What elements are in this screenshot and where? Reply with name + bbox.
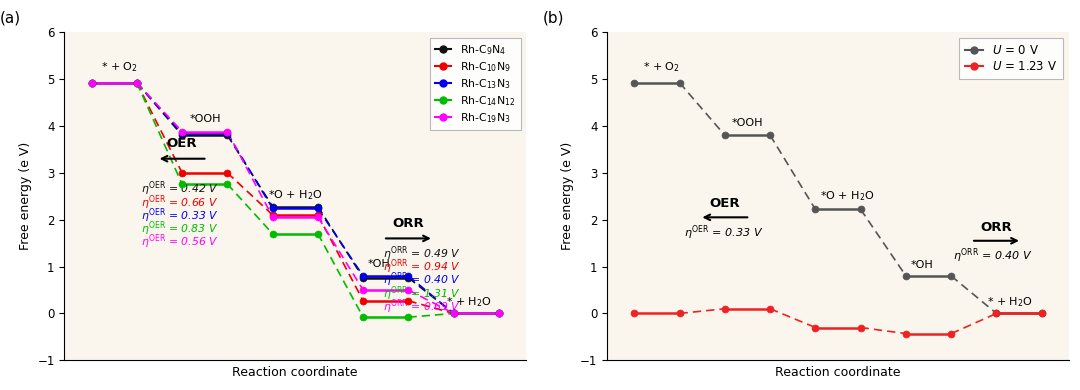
Legend: Rh-C$_9$N$_4$, Rh-C$_{10}$N$_9$, Rh-C$_{13}$N$_3$, Rh-C$_{14}$N$_{12}$, Rh-C$_{1: Rh-C$_9$N$_4$, Rh-C$_{10}$N$_9$, Rh-C$_{… [430, 37, 521, 130]
Text: $\eta^{\mathrm{ORR}}$ = 0.69 V: $\eta^{\mathrm{ORR}}$ = 0.69 V [383, 297, 461, 316]
Text: *OH: *OH [367, 259, 391, 269]
Y-axis label: Free energy (e V): Free energy (e V) [562, 142, 575, 250]
Text: $\eta^{\mathrm{OER}}$ = 0.42 V: $\eta^{\mathrm{OER}}$ = 0.42 V [141, 180, 219, 199]
Text: $\eta^{\mathrm{OER}}$ = 0.56 V: $\eta^{\mathrm{OER}}$ = 0.56 V [141, 232, 219, 251]
Text: * + H$_2$O: * + H$_2$O [987, 295, 1034, 309]
Text: * + O$_2$: * + O$_2$ [100, 60, 137, 74]
Legend: $U$ = 0 V, $U$ = 1.23 V: $U$ = 0 V, $U$ = 1.23 V [959, 38, 1063, 80]
Text: (b): (b) [542, 11, 564, 26]
Text: ORR: ORR [981, 221, 1012, 234]
Text: $\eta^{\mathrm{OER}}$ = 0.83 V: $\eta^{\mathrm{OER}}$ = 0.83 V [141, 219, 218, 238]
Text: *OOH: *OOH [189, 113, 220, 124]
Y-axis label: Free energy (e V): Free energy (e V) [18, 142, 31, 250]
Text: $\eta^{\mathrm{ORR}}$ = 0.49 V: $\eta^{\mathrm{ORR}}$ = 0.49 V [383, 245, 461, 263]
Text: *OH: *OH [910, 260, 933, 270]
Text: * + O$_2$: * + O$_2$ [644, 60, 680, 74]
Text: *O + H$_2$O: *O + H$_2$O [268, 188, 323, 202]
Text: ORR: ORR [392, 217, 424, 230]
Text: *OOH: *OOH [732, 118, 764, 128]
Text: $\eta^{\mathrm{OER}}$ = 0.66 V: $\eta^{\mathrm{OER}}$ = 0.66 V [141, 193, 218, 211]
Text: $\eta^{\mathrm{OER}}$ = 0.33 V: $\eta^{\mathrm{OER}}$ = 0.33 V [141, 206, 219, 225]
Text: (a): (a) [0, 11, 21, 26]
Text: OER: OER [166, 137, 198, 150]
Text: $\eta^{\mathrm{OER}}$ = 0.33 V: $\eta^{\mathrm{OER}}$ = 0.33 V [684, 223, 764, 242]
Text: $\eta^{\mathrm{ORR}}$ = 0.40 V: $\eta^{\mathrm{ORR}}$ = 0.40 V [383, 271, 461, 289]
Text: * + H$_2$O: * + H$_2$O [446, 295, 492, 309]
Text: $\eta^{\mathrm{ORR}}$ = 0.40 V: $\eta^{\mathrm{ORR}}$ = 0.40 V [953, 247, 1032, 266]
Text: $\eta^{\mathrm{ORR}}$ = 0.94 V: $\eta^{\mathrm{ORR}}$ = 0.94 V [383, 258, 461, 276]
Text: *O + H$_2$O: *O + H$_2$O [820, 190, 875, 203]
Text: OER: OER [710, 197, 740, 210]
Text: $\eta^{\mathrm{ORR}}$ = 1.31 V: $\eta^{\mathrm{ORR}}$ = 1.31 V [383, 284, 461, 303]
X-axis label: Reaction coordinate: Reaction coordinate [232, 366, 357, 379]
X-axis label: Reaction coordinate: Reaction coordinate [775, 366, 901, 379]
